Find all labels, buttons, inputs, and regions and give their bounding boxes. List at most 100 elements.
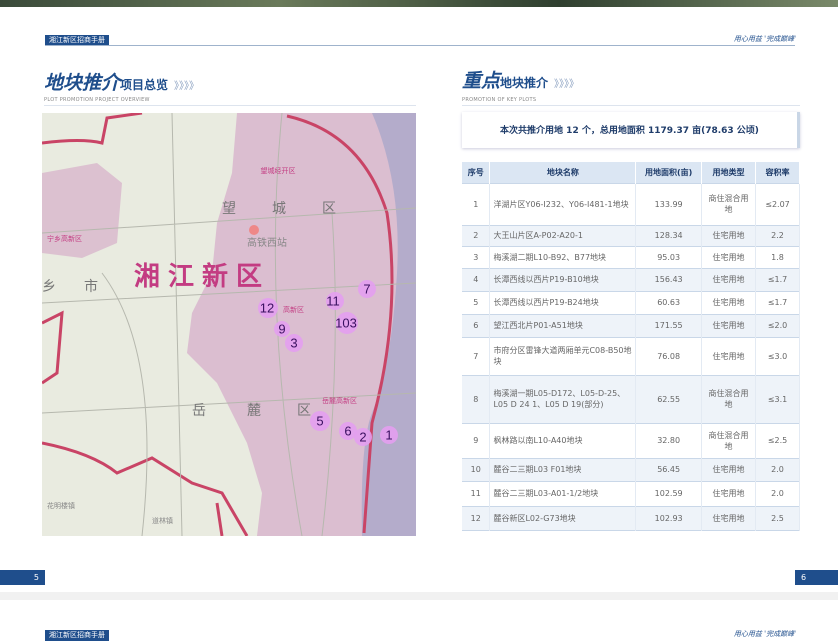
map-label: 区 [297,403,311,419]
table-row: 6 望江西北片P01-A51地块 171.55 住宅用地 ≤2.0 [462,313,800,337]
plot-ratio: ≤3.1 [755,374,800,423]
land-type: 住宅用地 [701,290,756,314]
title-script: 地块推介 [44,72,121,94]
plot-name: 梅溪湖二期L10-B92、B77地块 [489,245,637,268]
pin-2[interactable]: 2 [359,430,366,445]
pin-12[interactable]: 12 [260,301,274,316]
station-icon [249,225,259,235]
pin-10-8[interactable]: 103 [335,316,357,331]
plot-name: 望江西北片P01-A51地块 [489,313,637,337]
pin-9[interactable]: 9 [278,322,285,337]
plot-ratio: ≤3.0 [755,336,800,375]
col-header: 用地类型 [701,162,756,183]
map-label: 麓 [247,403,261,419]
next-page [0,600,838,640]
pin-6[interactable]: 6 [344,424,351,439]
plot-area: 171.55 [635,313,703,337]
table-row: 9 枫林路以南L10-A40地块 32.80 商住混合用地 ≤2.5 [462,422,800,458]
boundary-line [42,113,394,536]
right-section-title: 重点地块推介 》》》》 [462,66,579,93]
plot-ratio: ≤2.07 [755,182,800,225]
table-row: 3 梅溪湖二期L10-B92、B77地块 95.03 住宅用地 1.8 [462,245,800,268]
land-type: 住宅用地 [701,224,756,246]
map-label: 宁乡高新区 [47,234,82,243]
map-label: 高铁西站 [247,236,287,249]
plot-ratio: ≤1.7 [755,267,800,291]
row-number: 4 [462,267,491,291]
col-header: 容积率 [755,162,800,183]
plot-area: 95.03 [635,245,703,268]
plot-ratio: 2.5 [755,505,800,530]
land-type: 商住混合用地 [701,374,756,423]
plots-table: 序号 地块名称 用地面积(亩) 用地类型 容积率 1 洋湖片区Y06-I232、Y… [462,162,800,531]
chevrons-icon: 》》》》 [554,79,580,90]
pin-3[interactable]: 3 [290,336,297,351]
plot-area: 102.59 [635,480,703,506]
divider [44,105,416,106]
page-number-left: 5 [0,570,45,585]
row-number: 6 [462,313,491,337]
land-type: 住宅用地 [701,313,756,337]
plot-name: 梅溪湖一期L05-D172、L05-D-25、L05 D 24 1、L05 D … [489,374,637,423]
map-label: 岳麓高新区 [322,396,357,405]
plot-ratio: 2.0 [755,480,800,506]
map-label: 望城经开区 [261,166,296,175]
plot-ratio: ≤2.5 [755,422,800,458]
land-type: 住宅用地 [701,245,756,268]
land-type: 住宅用地 [701,336,756,375]
plot-name: 大王山片区A-P02-A20-1 [489,224,637,246]
map-label: 城 [272,201,286,217]
table-row: 12 麓谷新区L02-G73地块 102.93 住宅用地 2.5 [462,505,800,530]
right-subtitle: PROMOTION OF KEY PLOTS [462,97,537,103]
district-big-label: 湘江新区 [134,261,270,292]
pin-5[interactable]: 5 [316,414,323,429]
district-map: 湘江新区 望城经开区 望 城 区 高铁西站 宁乡高新区 乡 市 岳 麓 区 岳麓… [42,113,416,536]
col-header: 序号 [462,162,491,183]
xiang-river [361,113,416,536]
roads [42,113,416,536]
row-number: 5 [462,290,491,314]
table-row: 8 梅溪湖一期L05-D172、L05-D-25、L05 D 24 1、L05 D… [462,374,800,423]
land-type: 住宅用地 [701,505,756,530]
map-label: 望 [222,201,236,217]
header-divider [45,45,795,46]
pin-11[interactable]: 11 [326,294,340,309]
plot-name: 麓谷新区L02-G73地块 [489,505,637,530]
map-label: 道林镇 [152,516,173,525]
next-slogan: 用心用益 '完成巅峰' [733,630,796,638]
plot-name: 长潭西线以西片P19-B10地块 [489,267,637,291]
plot-area: 133.99 [635,182,703,225]
col-header: 地块名称 [489,162,637,183]
table-row: 5 长潭西线以西片P19-B24地块 60.63 住宅用地 ≤1.7 [462,290,800,314]
plot-name: 枫林路以南L10-A40地块 [489,422,637,458]
table-header-row: 序号 地块名称 用地面积(亩) 用地类型 容积率 [462,162,800,183]
chevrons-icon: 》》》》 [174,81,200,92]
map-label: 区 [322,201,336,217]
col-header: 用地面积(亩) [635,162,703,183]
new-area-west [42,163,122,258]
plot-ratio: 2.0 [755,457,800,481]
land-type: 商住混合用地 [701,422,756,458]
map-label: 乡 [42,279,56,295]
land-type: 住宅用地 [701,480,756,506]
left-subtitle: PLOT PROMOTION PROJECT OVERVIEW [44,97,150,103]
table-row: 7 市府分区雷锋大道两厢单元C08-B50地块 76.08 住宅用地 ≤3.0 [462,336,800,375]
plot-name: 洋湖片区Y06-I232、Y06-I481-1地块 [489,182,637,225]
left-section-title: 地块推介项目总览 》》》》 [44,68,199,95]
slogan: 用心用益 '完成巅峰' [733,35,796,43]
pin-1[interactable]: 1 [385,428,392,443]
summary-callout: 本次共推介用地 12 个，总用地面积 1179.37 亩(78.63 公顷) [462,112,800,148]
row-number: 8 [462,374,491,423]
land-type: 住宅用地 [701,267,756,291]
row-number: 10 [462,457,491,481]
next-brand-label: 湘江新区招商手册 [45,630,109,641]
row-number: 11 [462,480,491,506]
plot-ratio: ≤1.7 [755,290,800,314]
table-row: 2 大王山片区A-P02-A20-1 128.34 住宅用地 2.2 [462,224,800,246]
pin-7[interactable]: 7 [363,282,370,297]
table-row: 10 麓谷二三期L03 F01地块 56.45 住宅用地 2.0 [462,457,800,481]
row-number: 9 [462,422,491,458]
plot-area: 60.63 [635,290,703,314]
top-image-strip [0,0,838,7]
plot-ratio: 2.2 [755,224,800,246]
